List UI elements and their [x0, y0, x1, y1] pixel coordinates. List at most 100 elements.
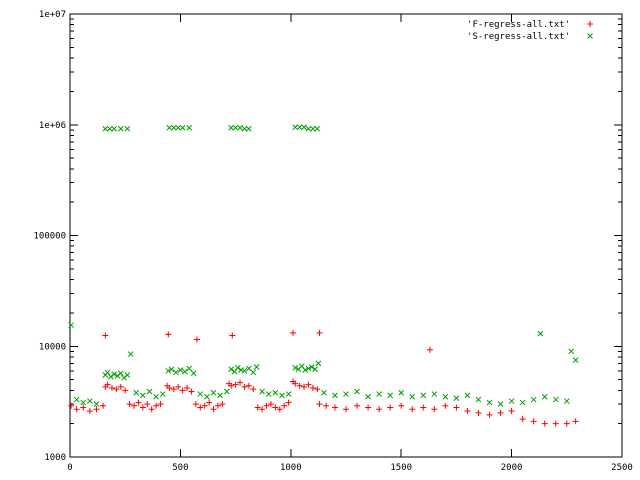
data-point: [296, 124, 303, 131]
y-tick-label: 1e+06: [39, 121, 66, 131]
data-point: [314, 125, 321, 132]
data-point: [453, 404, 460, 411]
data-point: [305, 381, 312, 388]
x-tick-label: 0: [67, 463, 72, 473]
data-point: [228, 124, 235, 131]
data-point: [122, 387, 129, 394]
legend-label: 'F-regress-all.txt': [467, 20, 570, 30]
data-point: [276, 406, 283, 413]
data-point: [104, 369, 111, 376]
data-point: [332, 392, 338, 399]
data-point: [254, 404, 261, 411]
data-point: [310, 125, 316, 132]
data-point: [102, 125, 109, 132]
x-tick-label: 500: [172, 463, 188, 473]
data-point: [106, 125, 113, 132]
data-point: [508, 408, 515, 415]
data-point: [229, 332, 236, 339]
data-point: [426, 346, 433, 353]
data-point: [587, 21, 593, 27]
data-point: [308, 364, 315, 370]
data-point: [114, 373, 121, 379]
data-point: [188, 388, 195, 395]
data-point: [365, 404, 372, 411]
series-2: [68, 124, 579, 408]
data-point: [73, 396, 80, 403]
data-point: [497, 409, 504, 416]
data-point: [232, 381, 239, 388]
data-point: [111, 125, 118, 132]
data-point: [316, 401, 323, 408]
data-point: [190, 370, 197, 377]
data-point: [175, 383, 182, 390]
data-point: [102, 332, 109, 339]
data-point: [387, 404, 394, 411]
data-point: [292, 380, 299, 387]
data-point: [237, 124, 243, 131]
data-point: [166, 384, 173, 391]
y-tick-label: 1e+07: [39, 10, 66, 20]
data-point: [80, 404, 87, 411]
data-point: [117, 383, 124, 390]
data-point: [323, 402, 330, 409]
data-point: [140, 392, 146, 399]
data-point: [398, 402, 405, 409]
data-point: [93, 401, 100, 408]
data-point: [530, 396, 537, 403]
x-tick-label: 2000: [501, 463, 523, 473]
y-tick-label: 100000: [33, 232, 66, 242]
data-point: [124, 125, 131, 132]
data-point: [210, 406, 217, 413]
data-point: [292, 124, 299, 131]
plot-frame: [69, 13, 623, 458]
data-point: [331, 404, 338, 411]
data-point: [245, 125, 252, 132]
data-point: [117, 125, 124, 132]
data-point: [153, 402, 160, 409]
data-point: [127, 351, 134, 357]
data-point: [148, 406, 155, 413]
data-point: [541, 420, 548, 427]
data-point: [232, 124, 239, 131]
data-point: [398, 389, 405, 396]
data-point: [165, 367, 172, 374]
data-point: [420, 392, 427, 399]
data-point: [376, 391, 382, 397]
data-point: [223, 388, 230, 395]
data-point: [309, 384, 316, 391]
data-point: [296, 382, 303, 389]
data-point: [387, 392, 394, 399]
data-point: [197, 391, 204, 397]
data-point: [497, 401, 504, 408]
data-point: [409, 393, 416, 400]
data-point: [587, 33, 593, 39]
data-point: [86, 408, 93, 415]
data-point: [453, 395, 460, 401]
data-point: [409, 406, 416, 413]
data-point: [537, 330, 544, 337]
data-point: [206, 399, 213, 406]
data-point: [572, 418, 579, 425]
data-point: [354, 402, 361, 409]
data-point: [124, 372, 131, 378]
data-point: [186, 124, 193, 131]
data-point: [464, 408, 471, 415]
data-point: [184, 384, 191, 391]
data-point: [80, 399, 87, 406]
data-point: [193, 336, 200, 343]
data-point: [316, 329, 323, 336]
data-point: [442, 402, 449, 409]
data-point: [530, 418, 537, 425]
data-point: [420, 404, 427, 411]
data-point: [315, 360, 322, 367]
data-point: [219, 401, 226, 408]
data-point: [173, 369, 179, 376]
data-point: [166, 124, 173, 131]
data-point: [241, 383, 248, 390]
data-point: [290, 329, 297, 336]
data-point: [285, 391, 292, 397]
data-point: [365, 393, 371, 400]
data-point: [281, 402, 288, 409]
data-point: [197, 404, 204, 411]
